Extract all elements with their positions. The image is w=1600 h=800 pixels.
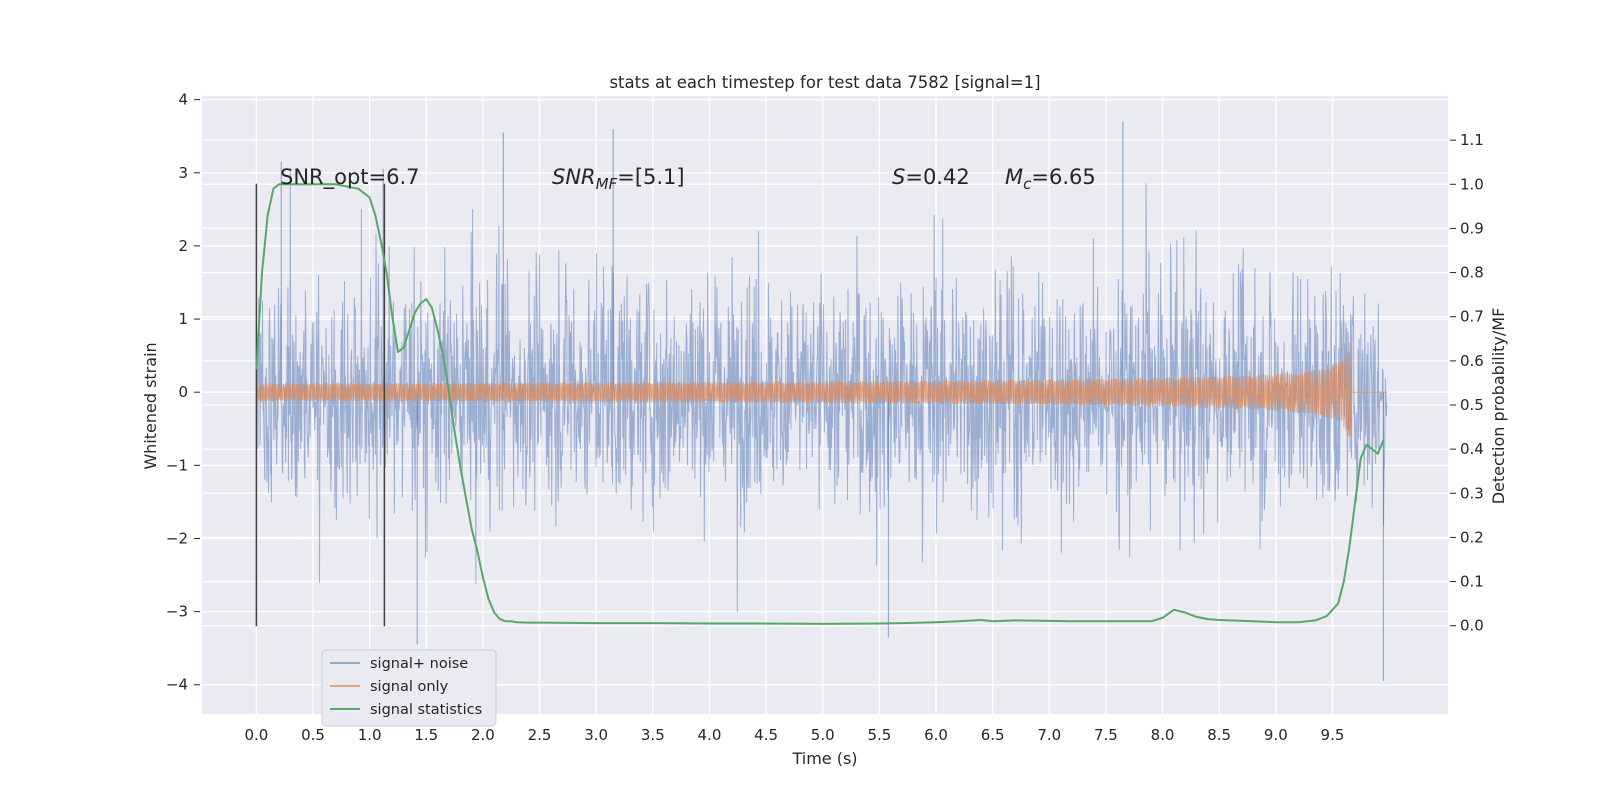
y2-tick-label: 0.3 [1460, 484, 1484, 502]
x-tick-label: 0.0 [244, 726, 268, 744]
x-axis-ticks: 0.0 0.5 1.0 1.5 2.0 2.5 3.0 3.5 4.0 4.5 5.0 5.5 6.0 6… [244, 726, 1344, 744]
y2-tick-label: 1.1 [1460, 131, 1484, 149]
x-tick-label: 4.0 [698, 726, 722, 744]
y-tick-label: 1 [178, 310, 188, 328]
y-tick-label: −2 [166, 529, 188, 547]
series-signal-noise [255, 121, 1388, 682]
x-tick-label: 6.5 [981, 726, 1005, 744]
y-tick-label: 4 [178, 91, 188, 109]
y-axis-ticks: −4 −3 −2 −1 0 1 2 3 4 [166, 91, 200, 694]
x-tick-label: 8.0 [1151, 726, 1175, 744]
y2-tick-label: 0.9 [1460, 219, 1484, 237]
x-tick-label: 0.5 [301, 726, 325, 744]
annotations: SNR_opt=6.7 SNRMF=[5.1] S=0.42 Mc=6.65 [280, 165, 1096, 193]
x-tick-label: 9.5 [1321, 726, 1345, 744]
x-tick-label: 3.5 [641, 726, 665, 744]
y2-tick-label: 0.7 [1460, 308, 1484, 326]
x-tick-label: 7.0 [1037, 726, 1061, 744]
y2-tick-label: 0.2 [1460, 528, 1484, 546]
y-tick-label: −4 [166, 676, 188, 694]
x-tick-label: 3.0 [584, 726, 608, 744]
x-tick-label: 9.0 [1264, 726, 1288, 744]
series-signal-statistics [255, 183, 1385, 625]
y-tick-label: 2 [178, 237, 188, 255]
legend-box [321, 649, 497, 727]
signal-statistics-line [255, 183, 1385, 625]
signal-noise-trace [255, 168, 1388, 612]
annotation-snr-opt: SNR_opt=6.7 [280, 165, 420, 190]
x-tick-label: 5.0 [811, 726, 835, 744]
annotation-mc: Mc=6.65 [1005, 165, 1096, 193]
y2-axis-title: Detection probability/MF [1489, 308, 1508, 505]
y2-tick-label: 0.1 [1460, 573, 1484, 591]
x-tick-label: 5.5 [867, 726, 891, 744]
legend-label-signal-noise: signal+ noise [370, 656, 468, 672]
x-tick-label: 8.5 [1207, 726, 1231, 744]
y-tick-label: −1 [166, 456, 188, 474]
x-tick-label: 2.5 [528, 726, 552, 744]
x-tick-label: 7.5 [1094, 726, 1118, 744]
x-tick-label: 4.5 [754, 726, 778, 744]
x-tick-label: 1.5 [414, 726, 438, 744]
legend: signal+ noise signal only signal statist… [321, 649, 497, 727]
x-tick-label: 6.0 [924, 726, 948, 744]
y2-tick-label: 1.0 [1460, 175, 1484, 193]
legend-label-signal-statistics: signal statistics [370, 702, 482, 718]
chart-title: stats at each timestep for test data 758… [609, 73, 1040, 92]
y2-tick-label: 0.5 [1460, 396, 1484, 414]
y2-tick-label: 0.4 [1460, 440, 1484, 458]
legend-label-signal-only: signal only [370, 679, 449, 695]
y-tick-label: 3 [178, 164, 188, 182]
y-axis-title: Whitened strain [141, 342, 160, 469]
x-axis-title: Time (s) [791, 749, 857, 768]
y2-tick-label: 0.6 [1460, 352, 1484, 370]
annotation-s: S=0.42 [892, 165, 970, 189]
y-tick-label: −3 [166, 603, 188, 621]
x-tick-label: 2.0 [471, 726, 495, 744]
y2-tick-label: 0.0 [1460, 617, 1484, 635]
series-signal-only [255, 342, 1387, 436]
x-tick-label: 1.0 [358, 726, 382, 744]
y-tick-label: 0 [178, 383, 188, 401]
y2-axis-ticks: 0.0 0.1 0.2 0.3 0.4 0.5 0.6 0.7 0.8 0.9 1.0 1.1 [1450, 131, 1484, 635]
signal-only-trace [255, 342, 1387, 436]
y2-tick-label: 0.8 [1460, 264, 1484, 282]
annotation-snr-mf: SNRMF=[5.1] [552, 165, 685, 193]
